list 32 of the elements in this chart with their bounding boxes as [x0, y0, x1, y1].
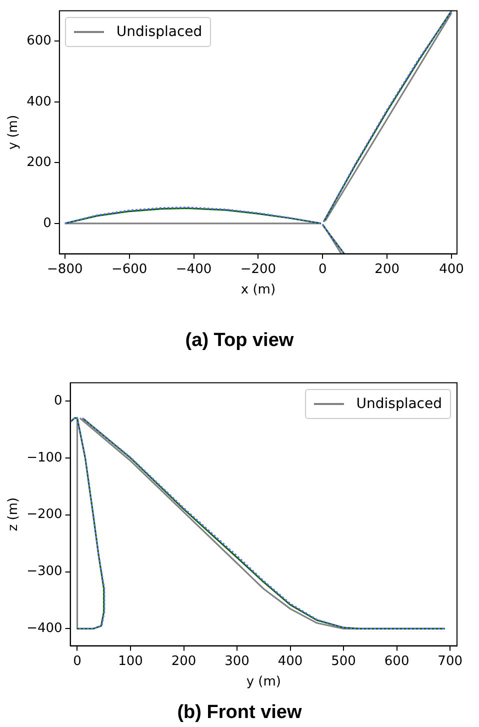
x-tick-label: −400 — [176, 262, 212, 277]
y-tick-label: −400 — [26, 621, 62, 636]
legend-label: Undisplaced — [356, 396, 442, 412]
y-tick-label: 600 — [26, 34, 52, 49]
x-tick-label: 400 — [439, 262, 464, 277]
y-tick-label: 0 — [54, 393, 62, 408]
y-tick-label: 0 — [43, 216, 52, 231]
text: (a) Top view — [184, 330, 295, 352]
x-tick-label: 400 — [278, 654, 303, 669]
y-tick-label: −200 — [26, 507, 62, 522]
x-tick-label: 600 — [384, 654, 410, 669]
x-tick-label: −600 — [111, 262, 148, 277]
y-tick-label: 200 — [26, 155, 52, 170]
x-tick-label: 500 — [331, 654, 356, 669]
y-tick-label: −300 — [26, 564, 62, 580]
x-tick-label: 700 — [438, 654, 462, 669]
x-axis-title: y (m) — [246, 674, 281, 690]
x-tick-label: 200 — [171, 654, 196, 669]
y-tick-label: −100 — [26, 450, 62, 466]
x-tick-label: 0 — [73, 654, 82, 669]
x-tick-label: −200 — [240, 262, 276, 277]
x-tick-label: 0 — [318, 262, 327, 277]
y-axis-title: y (m) — [6, 114, 22, 150]
x-tick-label: −800 — [47, 262, 83, 277]
x-tick-label: 100 — [118, 654, 143, 669]
x-axis-title: x (m) — [240, 282, 276, 298]
x-tick-label: 300 — [224, 654, 250, 669]
y-axis-title: z (m) — [6, 497, 22, 532]
y-tick-label: 400 — [26, 94, 52, 110]
legend-label: Undisplaced — [116, 24, 202, 40]
text: (b) Front view — [176, 702, 303, 724]
x-tick-label: 200 — [374, 262, 400, 277]
